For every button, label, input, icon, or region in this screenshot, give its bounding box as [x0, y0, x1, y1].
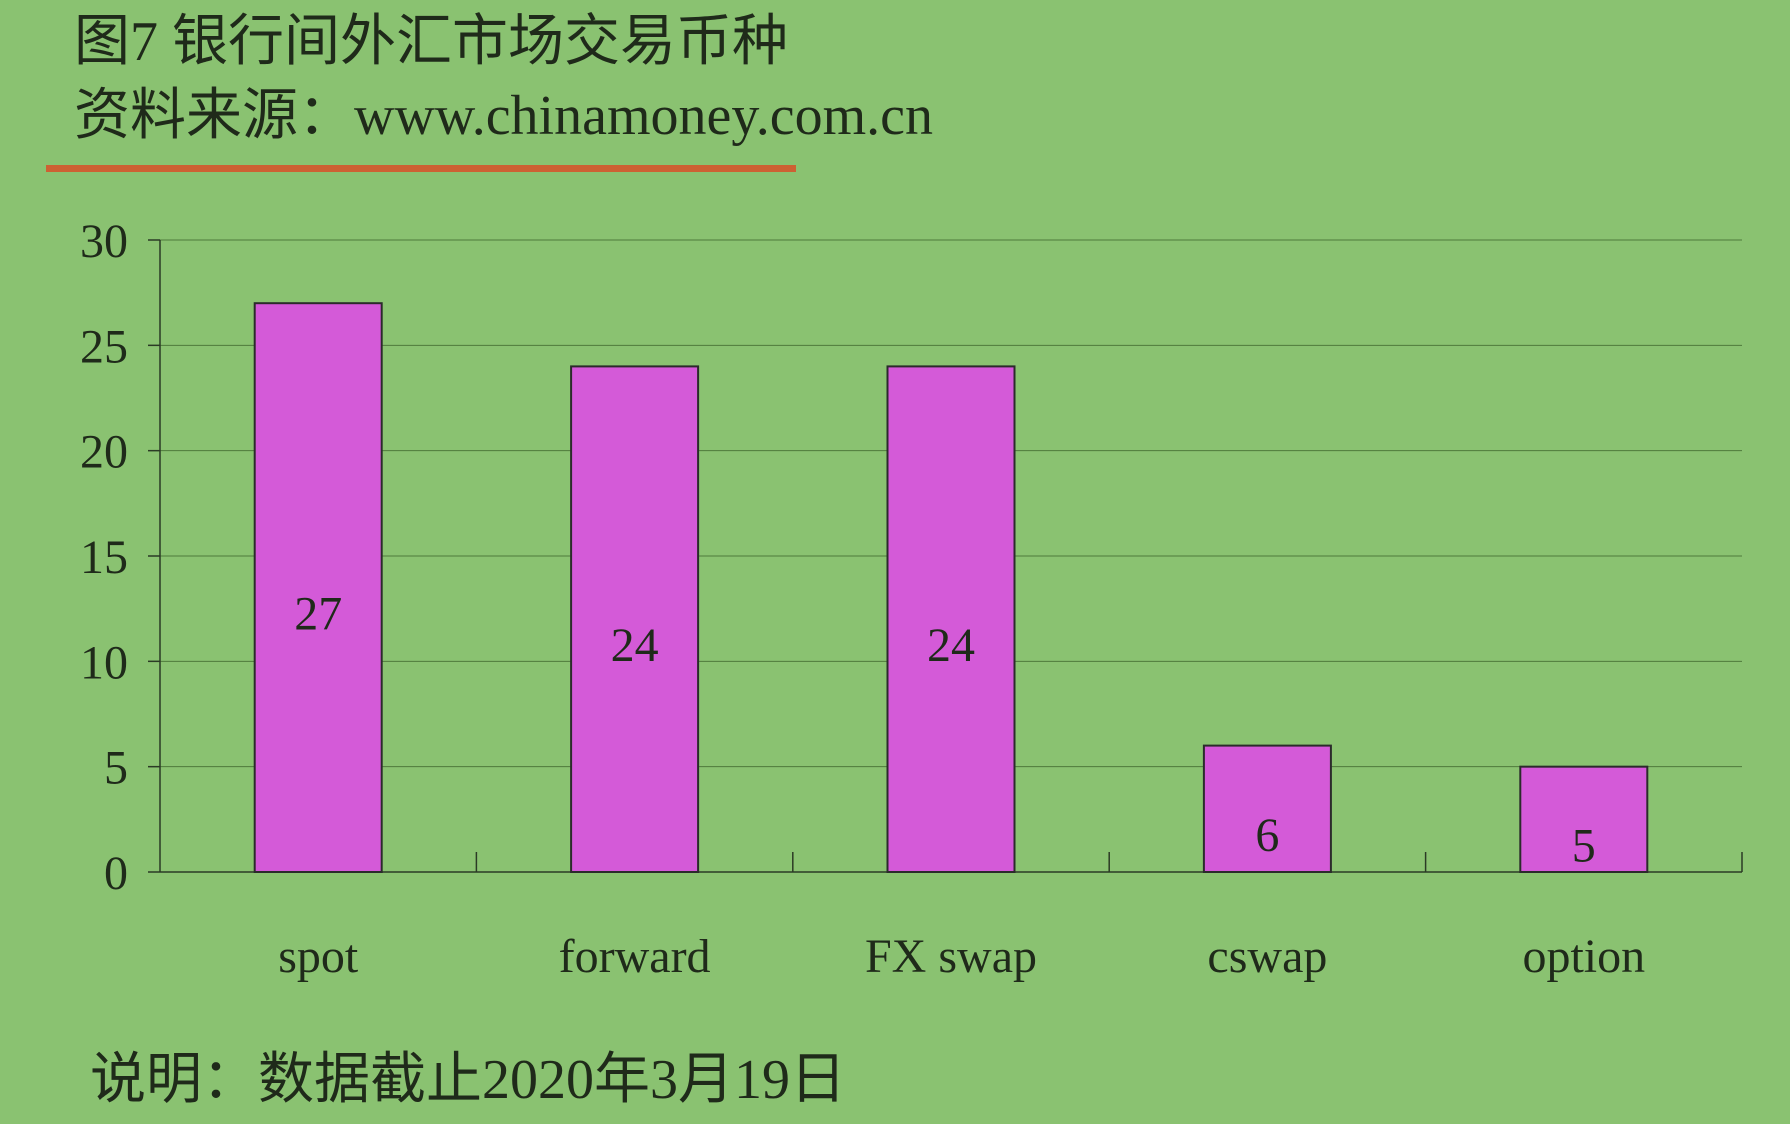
footnote: 说明：数据截止2020年3月19日 — [90, 1049, 846, 1111]
y-tick-label: 30 — [80, 215, 128, 268]
bar — [253, 302, 383, 873]
bar — [570, 365, 700, 873]
y-tick-label: 20 — [80, 426, 128, 479]
data-label: 24 — [927, 619, 975, 672]
x-category-label: cswap — [1207, 930, 1327, 983]
x-category-label: FX swap — [865, 930, 1037, 983]
y-tick-label: 15 — [80, 531, 128, 584]
x-category-label: option — [1522, 930, 1645, 983]
data-label: 24 — [611, 619, 659, 672]
chart-source: 资料来源：www.chinamoney.com.cn — [74, 85, 934, 147]
chart-title: 图7 银行间外汇市场交易币种 — [74, 11, 788, 73]
data-label: 27 — [294, 588, 342, 641]
y-tick-label: 0 — [104, 847, 128, 900]
title-underline — [46, 165, 796, 172]
bar — [1519, 765, 1649, 874]
x-category-label: forward — [559, 930, 711, 983]
x-category-label: spot — [278, 930, 359, 983]
data-label: 6 — [1255, 809, 1279, 862]
bar — [1202, 744, 1332, 873]
y-tick-label: 25 — [80, 320, 128, 373]
y-tick-label: 10 — [80, 636, 128, 689]
y-tick-label: 5 — [104, 742, 128, 795]
bar — [886, 365, 1016, 873]
data-label: 5 — [1572, 819, 1596, 872]
